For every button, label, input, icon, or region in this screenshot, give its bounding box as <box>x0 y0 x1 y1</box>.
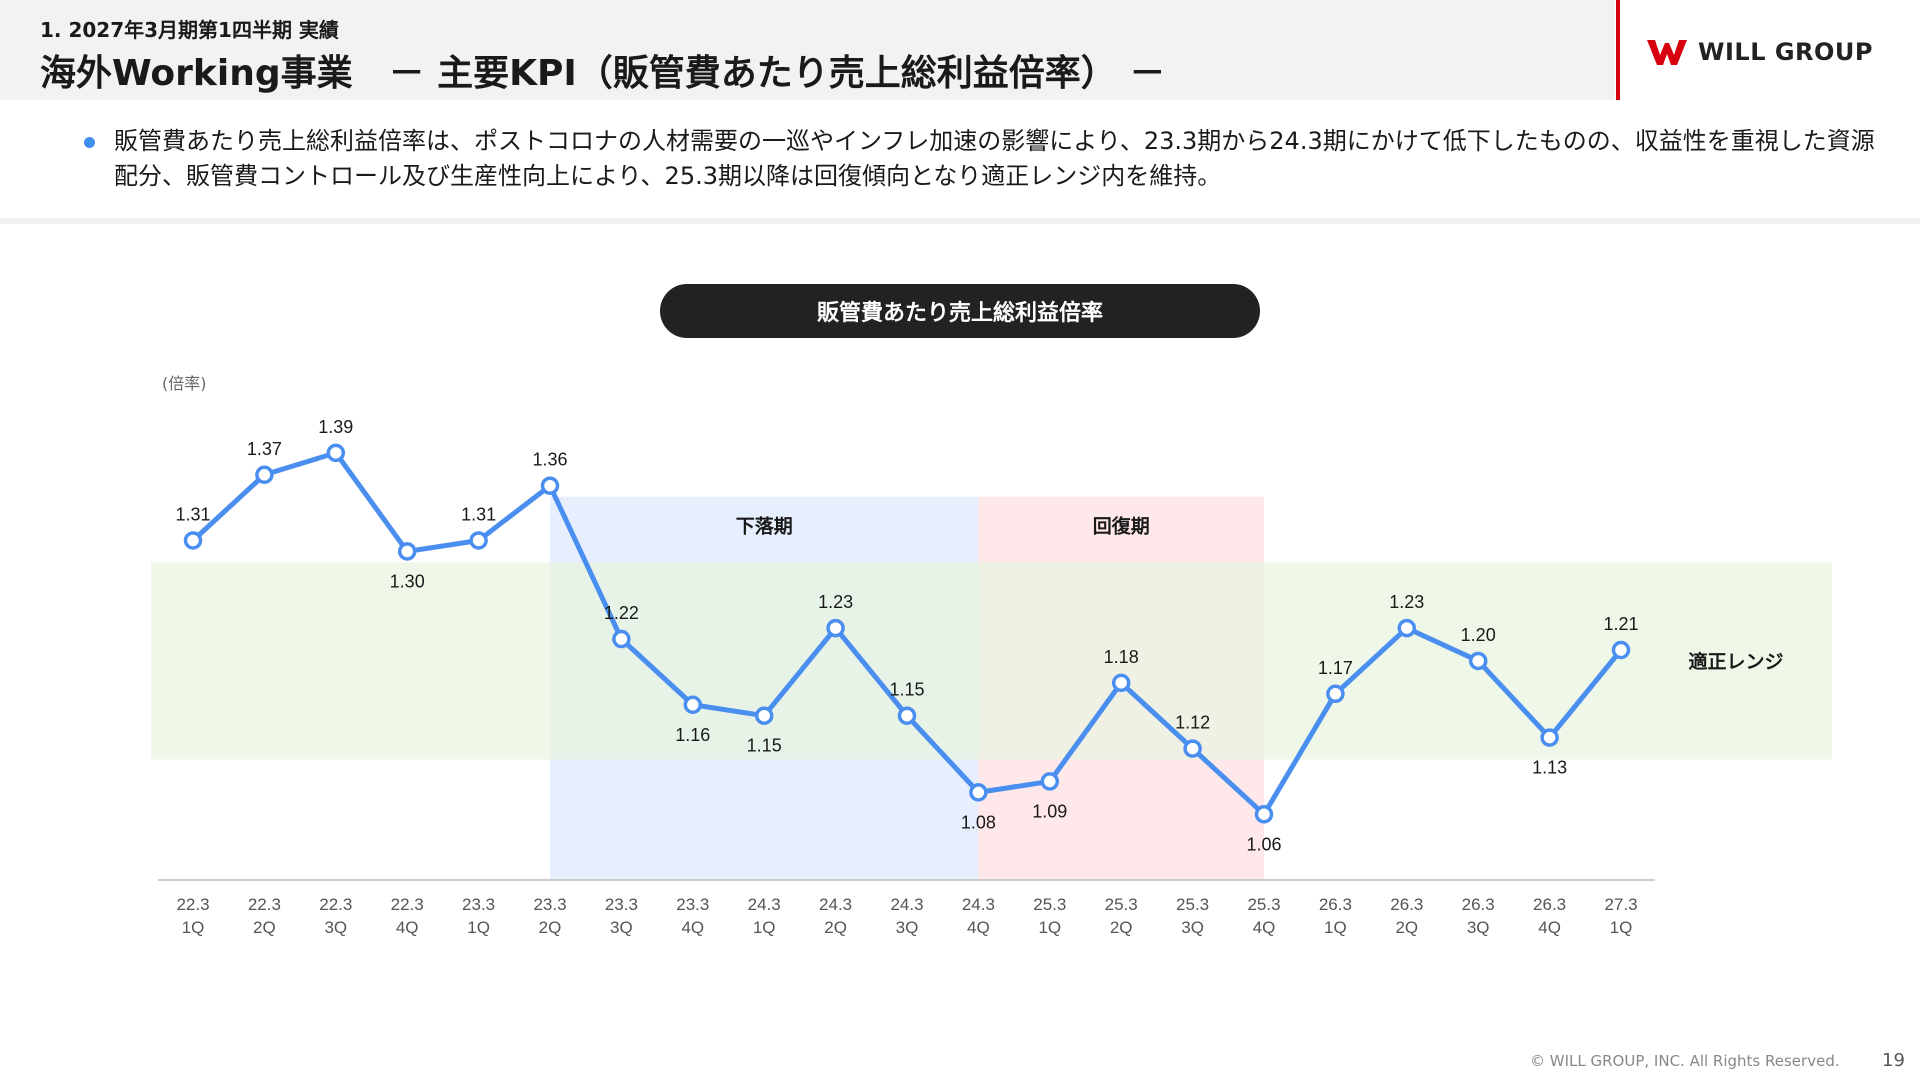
x-tick-label: 26.3 3Q <box>1462 895 1495 937</box>
appropriate-range-band <box>151 562 1832 760</box>
summary-text: 販管費あたり売上総利益倍率は、ポストコロナの人材需要の一巡やインフレ加速の影響に… <box>114 127 1875 190</box>
data-point <box>683 695 703 715</box>
data-label: 1.22 <box>604 603 639 623</box>
data-point <box>1397 618 1417 638</box>
data-point <box>1540 728 1559 747</box>
x-tick-label: 22.3 1Q <box>176 895 209 937</box>
data-label: 1.06 <box>1246 834 1281 854</box>
data-point <box>326 443 346 463</box>
data-label: 1.23 <box>1389 592 1424 612</box>
summary-band <box>0 100 1920 224</box>
data-label: 1.18 <box>1104 647 1139 667</box>
data-label: 1.13 <box>1532 758 1567 778</box>
data-point <box>826 618 845 638</box>
data-point <box>1611 640 1631 660</box>
x-tick-label: 24.3 1Q <box>748 895 781 937</box>
data-point <box>969 783 988 802</box>
period-label-recovery: 回復期 <box>1093 515 1150 538</box>
data-point <box>1183 739 1202 758</box>
data-point <box>540 476 560 495</box>
copyright-text: © WILL GROUP, INC. All Rights Reserved. <box>1530 1052 1840 1070</box>
data-label: 1.20 <box>1461 625 1496 645</box>
data-point <box>1040 772 1060 791</box>
x-tick-label: 26.3 1Q <box>1319 895 1352 937</box>
data-label: 1.21 <box>1603 614 1638 634</box>
x-tick-label: 24.3 2Q <box>819 895 852 937</box>
data-label: 1.23 <box>818 592 853 612</box>
company-logo: WILL GROUP <box>1646 34 1873 70</box>
data-point <box>255 465 274 485</box>
data-point <box>469 531 488 550</box>
data-label: 1.12 <box>1175 713 1210 733</box>
x-tick-label: 25.3 2Q <box>1105 895 1138 937</box>
x-tick-label: 25.3 1Q <box>1033 895 1066 937</box>
data-point <box>1468 651 1488 671</box>
x-tick-label: 23.3 3Q <box>605 895 638 937</box>
data-label: 1.09 <box>1032 801 1067 821</box>
data-label: 1.08 <box>961 812 996 832</box>
x-tick-label: 25.3 3Q <box>1176 895 1209 937</box>
page-title: 海外Working事業 － 主要KPI（販管費あたり売上総利益倍率） － <box>40 53 1166 94</box>
page-number: 19 <box>1882 1050 1905 1071</box>
data-label: 1.36 <box>532 450 567 470</box>
data-label: 1.39 <box>318 417 353 437</box>
x-tick-label: 23.3 2Q <box>533 895 566 937</box>
x-tick-label: 24.3 3Q <box>890 895 923 937</box>
data-label: 1.15 <box>889 680 924 700</box>
chart-title: 販管費あたり売上総利益倍率 <box>660 284 1260 338</box>
bullet-icon <box>84 137 95 148</box>
x-tick-label: 22.3 2Q <box>248 895 281 937</box>
data-point <box>1111 673 1131 693</box>
x-tick-label: 22.3 4Q <box>391 895 424 937</box>
data-point <box>897 706 917 725</box>
data-point <box>754 706 774 725</box>
x-tick-label: 23.3 1Q <box>462 895 495 937</box>
header-divider <box>1616 0 1620 102</box>
data-point <box>183 531 203 550</box>
x-tick-label: 26.3 2Q <box>1390 895 1423 937</box>
breadcrumb: 1. 2027年3月期第1四半期 実績 <box>40 18 339 42</box>
data-label: 1.17 <box>1318 658 1353 678</box>
data-label: 1.30 <box>390 571 425 591</box>
x-tick-label: 26.3 4Q <box>1533 895 1566 937</box>
x-tick-label: 27.3 1Q <box>1604 895 1637 937</box>
data-point <box>1326 684 1345 704</box>
data-point <box>397 542 417 561</box>
x-tick-label: 23.3 4Q <box>676 895 709 937</box>
y-unit-label: (倍率) <box>162 374 207 393</box>
header-bar: 1. 2027年3月期第1四半期 実績 海外Working事業 － 主要KPI（… <box>0 0 1615 100</box>
x-tick-label: 22.3 3Q <box>319 895 352 937</box>
appropriate-range-label: 適正レンジ <box>1688 650 1783 673</box>
data-label: 1.31 <box>461 504 496 524</box>
data-point <box>1254 805 1274 824</box>
data-label: 1.15 <box>747 736 782 756</box>
data-label: 1.37 <box>247 439 282 459</box>
x-tick-label: 24.3 4Q <box>962 895 995 937</box>
x-tick-label: 25.3 4Q <box>1247 895 1280 937</box>
period-label-decline: 下落期 <box>736 515 793 538</box>
data-label: 1.16 <box>675 725 710 745</box>
logo-text: WILL GROUP <box>1698 38 1874 66</box>
data-point <box>612 629 631 649</box>
will-group-logo-icon <box>1647 40 1687 65</box>
data-label: 1.31 <box>175 504 210 524</box>
